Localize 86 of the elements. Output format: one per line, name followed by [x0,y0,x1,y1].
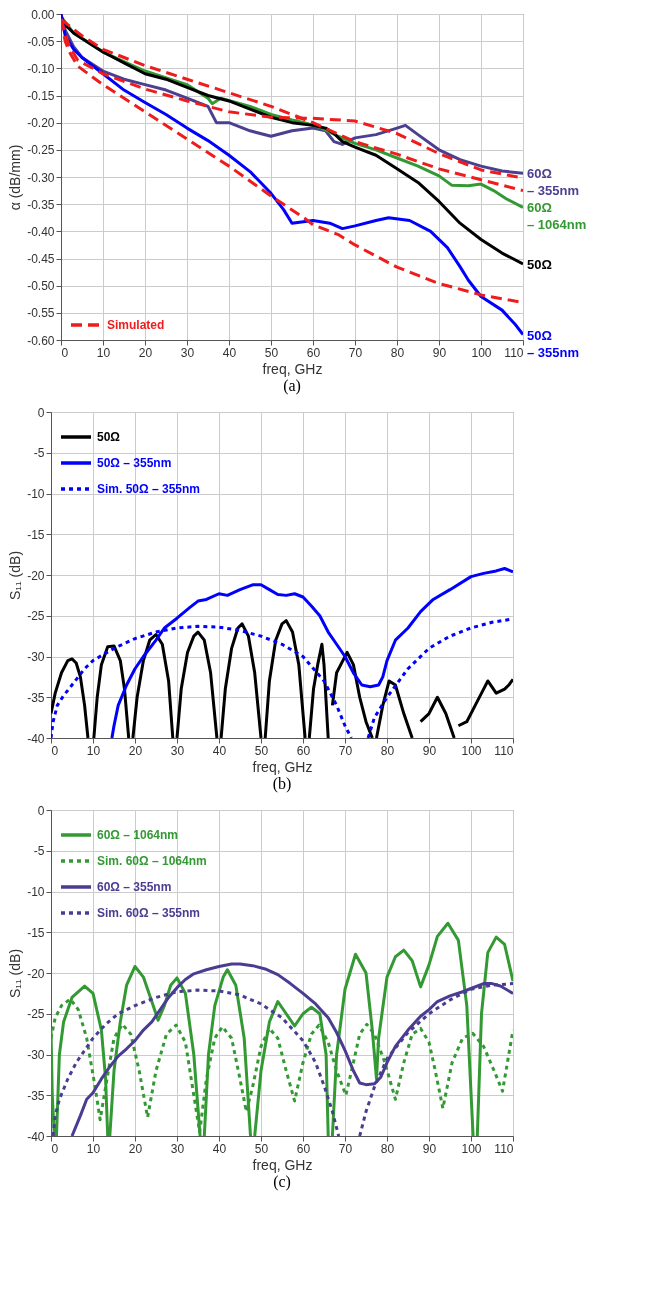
y-tick-label: -20 [27,966,45,981]
y-tick-label: -0.40 [27,224,55,239]
x-tick-label: 20 [138,345,153,360]
x-tick-label: 10 [86,743,101,758]
x-tick-label: 60 [296,1141,311,1156]
y-tick-label: -0.60 [27,333,55,348]
y-tick-label: -25 [27,609,45,624]
y-tick-label: -0.05 [27,34,55,49]
x-tick-label: 50 [254,1141,269,1156]
x-tick-label: 90 [422,1141,437,1156]
x-tick-label: 60 [306,345,321,360]
series-label: 60Ω – 355nm [527,166,580,199]
y-tick-label: -40 [27,1129,45,1144]
y-tick-label: -20 [27,568,45,583]
y-tick-label: -30 [27,1048,45,1062]
y-tick-label: -25 [27,1007,45,1022]
x-tick-label: 50 [264,345,279,360]
y-tick-label: -0.45 [27,252,55,266]
x-axis-title: freq, GHz [252,758,313,775]
x-tick-label: 80 [380,743,395,758]
y-axis-title: S₁₁ (dB) [7,550,24,601]
y-tick-label: -35 [27,690,45,705]
y-tick-label: 0.00 [31,7,55,22]
y-tick-label: -0.20 [27,116,55,131]
x-tick-label: 110 [494,1141,514,1156]
x-tick-label: 80 [390,345,405,360]
x-tick-label: 20 [128,1141,143,1156]
x-tick-label: 50 [254,743,269,758]
text: (b) [272,775,292,793]
y-tick-label: -40 [27,731,45,746]
text: (a) [283,377,301,395]
x-tick-label: 30 [180,345,195,360]
x-tick-label: 90 [432,345,447,360]
y-tick-label: -0.35 [27,197,55,212]
legend-label: Sim. 60Ω – 1064nm [97,854,207,868]
y-tick-label: 0 [37,405,45,420]
y-tick-label: -0.50 [27,279,55,294]
y-tick-label: 0 [37,803,45,818]
y-tick-label: -0.10 [27,61,55,76]
x-tick-label: 40 [212,743,227,758]
x-tick-label: 110 [494,743,514,758]
x-tick-label: 0 [61,345,69,360]
y-axis-title: α (dB/mm) [7,144,24,211]
legend-label: Simulated [107,318,165,332]
y-tick-label: -0.55 [27,306,55,321]
x-tick-label: 70 [348,345,363,360]
x-tick-label: 30 [170,1141,185,1156]
x-tick-label: 70 [338,1141,353,1156]
series-label: 60Ω – 1064nm [527,200,587,233]
legend-label: 50Ω [97,430,121,444]
x-tick-label: 100 [461,743,482,758]
legend-label: Sim. 60Ω – 355nm [97,906,201,920]
y-tick-label: -10 [27,487,45,501]
x-tick-label: 20 [128,743,143,758]
legend-label: 50Ω – 355nm [97,456,172,470]
y-axis-title: S₁₁ (dB) [7,948,24,999]
x-tick-label: 80 [380,1141,395,1156]
y-tick-label: -0.15 [27,89,55,103]
y-tick-label: -35 [27,1088,45,1103]
y-tick-label: -0.25 [27,143,55,158]
legend-label: 60Ω – 1064nm [97,828,179,842]
y-tick-label: -10 [27,885,45,899]
series-label: 50Ω [527,256,552,272]
x-tick-label: 40 [222,345,237,360]
x-tick-label: 70 [338,743,353,758]
y-tick-label: -5 [33,844,45,859]
x-axis-title: freq, GHz [262,360,323,377]
legend-label: Sim. 50Ω – 355nm [97,482,201,496]
x-tick-label: 60 [296,743,311,758]
x-tick-label: 10 [86,1141,101,1156]
text: (c) [273,1173,291,1191]
series-label: 50Ω – 355nm [527,327,580,360]
y-tick-label: -5 [33,446,45,461]
y-tick-label: -30 [27,650,45,664]
x-tick-label: 10 [96,345,111,360]
x-tick-label: 110 [504,345,524,360]
x-tick-label: 100 [471,345,492,360]
legend-label: 60Ω – 355nm [97,880,172,894]
x-tick-label: 90 [422,743,437,758]
x-axis-title: freq, GHz [252,1156,313,1173]
y-tick-label: -0.30 [27,170,55,185]
x-tick-label: 30 [170,743,185,758]
x-tick-label: 40 [212,1141,227,1156]
x-tick-label: 100 [461,1141,482,1156]
y-tick-label: -15 [27,527,45,542]
y-tick-label: -15 [27,925,45,940]
